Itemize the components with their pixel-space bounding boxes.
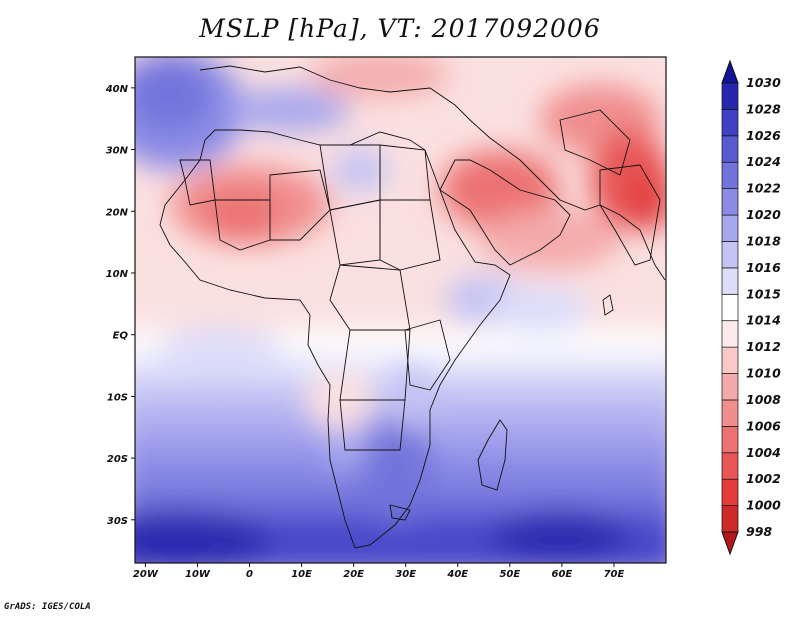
colorbar-bin (721, 241, 739, 269)
colorbar-level-label: 1018 (746, 233, 781, 248)
colorbar: 998 1000 1002 1004 1006 1008 1010 1012 1014 1015 1… (721, 59, 781, 556)
lon-tick-label: 10E (291, 569, 312, 580)
colorbar-bin (721, 109, 739, 137)
colorbar-level-label: 1030 (746, 75, 781, 90)
lat-tick-label: EQ (113, 331, 129, 342)
colorbar-bin (721, 452, 739, 480)
lat-tick-label: 20N (106, 207, 129, 218)
lon-tick-label: 30E (395, 569, 416, 580)
plot-frame (134, 56, 667, 564)
colorbar-bin (721, 373, 739, 401)
lat-tick-label: 10N (106, 269, 129, 280)
colorbar-bin (721, 188, 739, 216)
lon-tick-label: 40E (446, 569, 468, 580)
colorbar-level-label: 1016 (746, 260, 781, 275)
lat-tick-label: 20S (107, 454, 128, 465)
lon-tick-label: 10W (185, 569, 211, 580)
colorbar-level-label: 1022 (746, 181, 781, 196)
lon-tick-label: 70E (604, 569, 625, 580)
colorbar-bin (721, 505, 739, 533)
colorbar-bin (721, 478, 739, 506)
colorbar-level-label: 1008 (746, 392, 781, 407)
colorbar-level-label: 1014 (746, 313, 781, 328)
colorbar-level-label: 1002 (746, 471, 781, 486)
lon-axis: 20W 10W 0 10E 20E 30E 40E 50E 60E 70E (133, 563, 625, 580)
colorbar-bottom-triangle (721, 531, 739, 556)
colorbar-level-label: 1006 (746, 418, 781, 433)
colorbar-bin (721, 135, 739, 163)
colorbar-bin (721, 214, 739, 242)
grads-credit: GrADS: IGES/COLA (4, 602, 91, 612)
colorbar-bin (721, 267, 739, 295)
map-title: MSLP [hPa], VT: 2017092006 (199, 14, 601, 43)
lon-tick-label: 50E (499, 569, 520, 580)
colorbar-bin (721, 426, 739, 454)
colorbar-bin (721, 320, 739, 348)
lon-tick-label: 60E (552, 569, 573, 580)
lat-tick-label: 30S (107, 516, 128, 527)
colorbar-bin (721, 399, 739, 427)
colorbar-bin (721, 161, 739, 189)
lon-tick-label: 20E (343, 569, 364, 580)
lat-tick-label: 10S (107, 392, 128, 403)
lon-tick-label: 0 (246, 569, 253, 580)
lon-tick-label: 20W (133, 569, 159, 580)
lat-tick-label: 40N (105, 84, 129, 95)
colorbar-level-label: 998 (746, 524, 772, 539)
colorbar-level-label: 1020 (746, 207, 781, 222)
lat-axis: 40N 30N 20N 10N EQ 10S 20S 30S (105, 84, 135, 527)
colorbar-level-label: 1028 (746, 101, 781, 116)
pressure-field (135, 57, 666, 563)
colorbar-level-label: 1015 (746, 286, 781, 301)
colorbar-level-label: 1026 (746, 128, 781, 143)
colorbar-bin (721, 82, 739, 110)
colorbar-top-triangle (721, 59, 739, 84)
lat-tick-label: 30N (106, 146, 129, 157)
colorbar-level-label: 1000 (746, 498, 781, 513)
colorbar-level-label: 1024 (746, 154, 781, 169)
coastlines (159, 65, 666, 549)
colorbar-level-label: 1004 (746, 445, 781, 460)
colorbar-level-label: 1012 (746, 339, 781, 354)
colorbar-bin (721, 346, 739, 374)
colorbar-level-label: 1010 (746, 366, 781, 381)
colorbar-bin (721, 293, 739, 322)
